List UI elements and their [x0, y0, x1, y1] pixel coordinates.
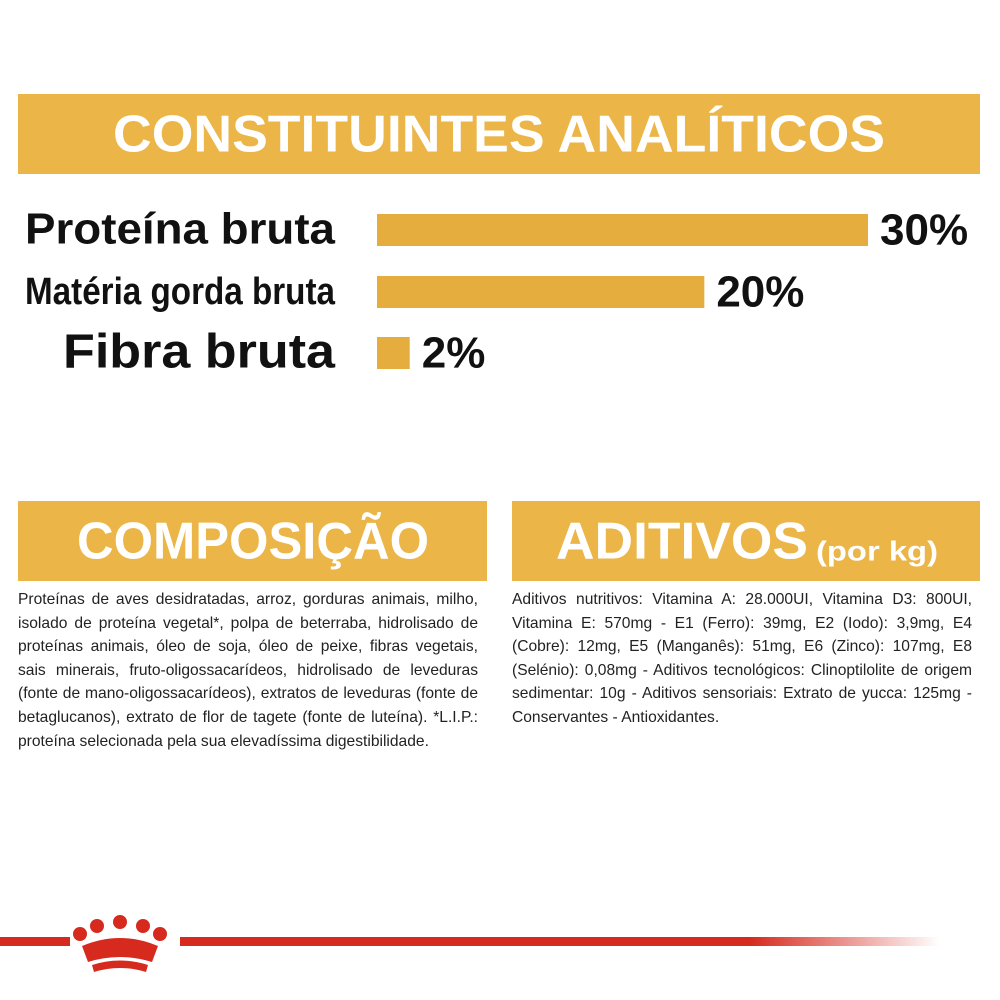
- category-label: Matéria gorda bruta: [25, 271, 336, 313]
- crown-logo: [73, 915, 167, 972]
- additives-title: ADITIVOS: [556, 513, 808, 571]
- additives-band: [512, 501, 980, 581]
- footer-line: [180, 937, 940, 946]
- category-label: Proteína bruta: [25, 205, 336, 254]
- header-band: [18, 94, 980, 174]
- additives-text: Aditivos nutritivos: Vitamina A: 28.000U…: [512, 591, 972, 726]
- category-label: Fibra bruta: [63, 326, 335, 379]
- additives-subtitle: (por kg): [816, 535, 938, 566]
- value-label: 20%: [716, 268, 804, 317]
- composition-band: [18, 501, 487, 581]
- composition-title: COMPOSIÇÃO: [77, 512, 429, 571]
- composition-text: Proteínas de aves desidratadas, arroz, g…: [18, 591, 478, 750]
- value-label: 30%: [880, 206, 968, 255]
- bar: [377, 214, 868, 246]
- bar: [377, 337, 410, 369]
- chart-title: CONSTITUINTES ANALÍTICOS: [113, 106, 885, 164]
- bar: [377, 276, 705, 308]
- footer-line: [0, 937, 70, 946]
- value-label: 2%: [422, 329, 486, 378]
